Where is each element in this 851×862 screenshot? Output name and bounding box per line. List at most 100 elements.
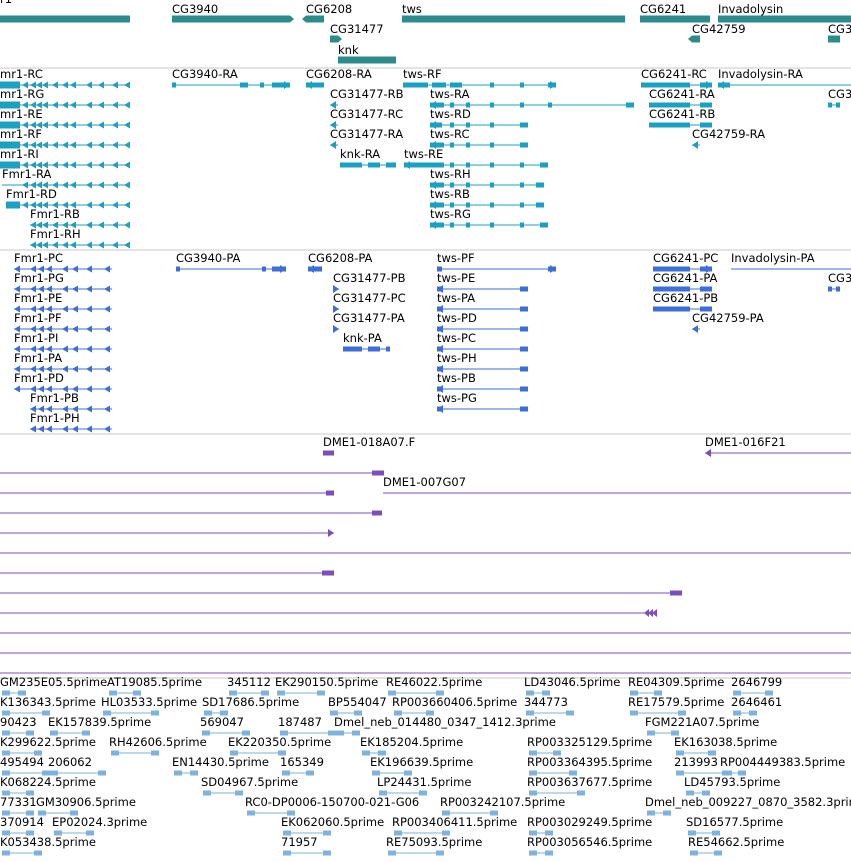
gene-feature[interactable]: CG3 xyxy=(828,22,851,43)
gene-feature[interactable]: CG3940 xyxy=(172,2,294,23)
transcript-feature[interactable]: CG6241-RB xyxy=(649,107,715,128)
protein-feature[interactable]: Fmr1-PE xyxy=(14,291,112,313)
protein-feature[interactable]: Fmr1-PD xyxy=(14,371,112,393)
gene-feature[interactable]: CG42759 xyxy=(688,22,746,43)
transcript-feature[interactable]: tws-RA xyxy=(430,87,634,109)
protein-feature[interactable]: tws-PC xyxy=(437,331,528,353)
est-feature[interactable]: RH42606.5prime xyxy=(109,735,207,756)
est-feature[interactable]: GM30906.5prime xyxy=(36,795,136,816)
protein-feature[interactable]: Fmr1-PA xyxy=(14,351,112,373)
clone-feature[interactable] xyxy=(0,529,334,537)
transcript-feature[interactable]: tws-RD xyxy=(430,107,528,129)
est-feature[interactable]: 71957 xyxy=(281,835,331,856)
transcript-feature[interactable]: Invadolysin-RA xyxy=(718,67,851,89)
transcript-feature[interactable]: CG42759-RA xyxy=(692,127,765,149)
est-feature[interactable]: LP24431.5prime xyxy=(377,775,471,796)
est-feature[interactable]: RP004449383.5prime xyxy=(720,755,845,776)
est-feature[interactable]: RE04309.5prime xyxy=(628,675,724,696)
est-feature[interactable]: 370914 xyxy=(0,815,44,836)
gene-feature[interactable]: CG6241 xyxy=(640,2,710,23)
est-feature[interactable]: 77331 xyxy=(0,795,37,816)
est-feature[interactable]: 2646461 xyxy=(731,695,782,716)
est-feature[interactable]: RE17579.5prime xyxy=(628,695,724,716)
protein-feature[interactable]: tws-PE xyxy=(437,271,528,293)
est-feature[interactable]: AT19085.5prime xyxy=(107,675,202,696)
est-feature[interactable]: SD17686.5prime xyxy=(202,695,299,716)
gene-feature[interactable]: r1 xyxy=(0,0,130,23)
clone-feature[interactable]: DME1-007G07 xyxy=(383,475,851,494)
est-feature[interactable]: EP02024.3prime xyxy=(52,815,147,836)
transcript-feature[interactable]: knk-RA xyxy=(340,147,396,168)
gene-feature[interactable]: CG6208 xyxy=(302,2,352,23)
gene-feature[interactable]: tws xyxy=(402,2,625,23)
est-feature[interactable]: RP003242107.5prime xyxy=(440,795,565,816)
est-feature[interactable]: EK062060.5prime xyxy=(281,815,384,836)
protein-feature[interactable]: tws-PH xyxy=(437,351,528,373)
protein-feature[interactable]: knk-PA xyxy=(343,331,390,352)
est-feature[interactable]: RP003325129.5prime xyxy=(527,735,652,756)
transcript-feature[interactable]: Fmr1-RD xyxy=(6,187,130,209)
transcript-feature[interactable]: CG6241-RC xyxy=(641,67,712,89)
clone-feature[interactable] xyxy=(0,490,334,496)
est-feature[interactable]: FGM221A07.5prime xyxy=(645,715,759,736)
est-feature[interactable]: 495494 xyxy=(0,755,50,776)
est-feature[interactable]: EK185204.5prime xyxy=(360,735,463,756)
transcript-feature[interactable]: mr1-RI xyxy=(0,147,130,169)
est-feature[interactable]: RP003637677.5prime xyxy=(527,775,652,796)
transcript-feature[interactable]: tws-RC xyxy=(430,127,528,149)
transcript-feature[interactable]: tws-RH xyxy=(430,167,544,189)
clone-feature[interactable]: DME1-018A07.F xyxy=(323,435,415,456)
transcript-feature[interactable]: CG31477-RA xyxy=(330,127,403,149)
est-feature[interactable]: RE54662.5prime xyxy=(688,835,784,856)
transcript-feature[interactable]: CG6208-RA xyxy=(306,67,372,89)
est-feature[interactable]: BP554047 xyxy=(328,695,387,716)
est-feature[interactable]: HL03533.5prime xyxy=(101,695,197,716)
transcript-feature[interactable]: tws-RB xyxy=(430,187,544,209)
protein-feature[interactable]: Fmr1-PC xyxy=(14,251,112,273)
transcript-feature[interactable]: mr1-RG xyxy=(0,87,130,109)
clone-feature[interactable] xyxy=(644,609,657,617)
protein-feature[interactable]: Fmr1-PI xyxy=(14,331,112,353)
protein-feature[interactable]: CG31477-PB xyxy=(333,271,406,293)
est-feature[interactable]: 345112 xyxy=(227,675,271,696)
protein-feature[interactable]: Fmr1-PH xyxy=(30,411,112,433)
est-feature[interactable]: RP003056546.5prime xyxy=(527,835,652,856)
est-feature[interactable]: K299622.5prime xyxy=(0,735,96,756)
est-feature[interactable]: RP003029249.5prime xyxy=(527,815,652,836)
transcript-feature[interactable]: CG31477-RB xyxy=(330,87,404,109)
clone-feature[interactable] xyxy=(0,590,682,596)
protein-feature[interactable]: CG6241-PC xyxy=(653,251,718,273)
protein-feature[interactable]: tws-PA xyxy=(437,291,528,313)
est-feature[interactable]: Dmel_neb_009227_0870_3582.3prime xyxy=(645,795,851,816)
est-feature[interactable]: K053438.5prime xyxy=(0,835,96,856)
transcript-feature[interactable]: Fmr1-RA xyxy=(2,167,130,189)
protein-feature[interactable]: tws-PF xyxy=(437,251,556,273)
protein-feature[interactable]: CG6208-PA xyxy=(308,251,373,273)
protein-feature[interactable]: CG3940-PA xyxy=(176,251,286,273)
est-feature[interactable]: EK163038.5prime xyxy=(674,735,777,756)
est-feature[interactable]: EK157839.5prime xyxy=(48,715,151,736)
protein-feature[interactable]: CG6241-PB xyxy=(653,291,718,312)
est-feature[interactable]: 90423 xyxy=(0,715,37,736)
transcript-feature[interactable]: Fmr1-RH xyxy=(30,227,130,249)
est-feature[interactable]: EN14430.5prime xyxy=(172,755,269,776)
protein-feature[interactable]: CG31477-PA xyxy=(333,311,405,333)
est-feature[interactable]: LD45793.5prime xyxy=(684,775,780,796)
clone-feature[interactable] xyxy=(0,470,384,476)
protein-feature[interactable]: Fmr1-PG xyxy=(14,271,112,293)
protein-feature[interactable]: CG3 xyxy=(828,271,851,292)
transcript-feature[interactable]: mr1-RF xyxy=(0,127,130,149)
est-feature[interactable]: EK290150.5prime xyxy=(275,675,378,696)
est-feature[interactable]: RE75093.5prime xyxy=(386,835,482,856)
est-feature[interactable]: K136343.5prime xyxy=(0,695,96,716)
transcript-feature[interactable]: CG3 xyxy=(828,87,851,108)
clone-feature[interactable] xyxy=(0,510,382,516)
est-feature[interactable]: 187487 xyxy=(278,715,336,736)
transcript-feature[interactable]: mr1-RC xyxy=(0,67,130,89)
protein-feature[interactable]: CG31477-PC xyxy=(333,291,406,313)
est-feature[interactable]: LD43046.5prime xyxy=(524,675,620,696)
transcript-feature[interactable]: tws-RE xyxy=(404,147,548,169)
est-feature[interactable]: RP003660406.5prime xyxy=(392,695,517,716)
est-feature[interactable]: RP003406411.5prime xyxy=(392,815,517,836)
transcript-feature[interactable]: CG31477-RC xyxy=(330,107,403,129)
